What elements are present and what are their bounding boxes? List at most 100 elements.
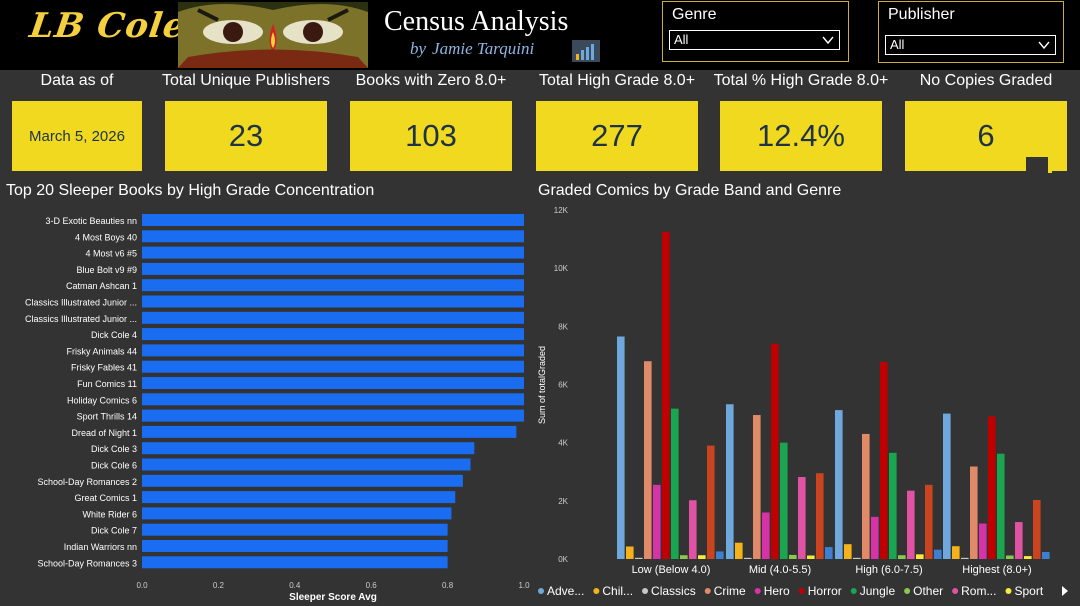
bar — [142, 523, 448, 536]
publisher-filter-label: Publisher — [888, 6, 955, 23]
legend-marker — [538, 588, 544, 594]
column — [1024, 556, 1032, 559]
bar — [142, 540, 448, 552]
x-tick-label: 0.6 — [366, 581, 378, 590]
bar — [142, 214, 524, 226]
genre-filter-label: Genre — [672, 6, 717, 23]
bar-category-label: Indian Warriors nn — [64, 542, 137, 552]
sleeper-chart-title: Top 20 Sleeper Books by High Grade Conce… — [6, 182, 375, 199]
kpi-value-unique-publishers: 23 — [228, 118, 264, 153]
bar — [142, 507, 452, 520]
bar-category-label: 3-D Exotic Beauties nn — [45, 216, 137, 226]
y-tick-label: 8K — [558, 322, 568, 331]
column — [671, 408, 679, 559]
kpi-title-no-copies-graded: No Copies Graded — [919, 72, 1053, 89]
legend-marker — [798, 588, 805, 594]
report-byline: by Jamie Tarquini — [410, 39, 534, 59]
column — [970, 466, 978, 559]
legend-marker — [850, 588, 857, 594]
bar-category-label: Dread of Night 1 — [71, 428, 137, 438]
column — [1006, 555, 1014, 559]
kpi-value-zero-high-grade: 103 — [405, 118, 457, 153]
column — [1042, 552, 1050, 559]
legend-label: Other — [913, 584, 943, 598]
bar-category-label: Dick Cole 4 — [91, 330, 137, 340]
bar — [142, 491, 456, 504]
column — [653, 484, 661, 559]
bar-category-label: School-Day Romances 2 — [37, 477, 137, 487]
column — [626, 546, 634, 559]
bar — [142, 246, 524, 259]
column — [635, 557, 643, 559]
column — [916, 554, 924, 559]
y-axis-title: Sum of totalGraded — [537, 346, 547, 424]
column — [698, 555, 706, 559]
lb-cole-logo: LB Cole — [27, 6, 189, 46]
comic-face-artwork — [178, 2, 368, 68]
header-bar: LB Cole Census Analysis by Jamie Tarquini… — [0, 0, 1080, 70]
column — [853, 557, 861, 559]
bar — [142, 458, 471, 471]
genre-filter: Genre All — [662, 1, 849, 62]
column — [907, 490, 915, 559]
column — [716, 551, 724, 559]
x-tick-label: 0.8 — [442, 581, 454, 590]
bar — [142, 393, 524, 406]
column — [744, 557, 752, 559]
bar — [142, 295, 524, 308]
bar-category-label: Blue Bolt v9 #9 — [76, 265, 137, 275]
column — [961, 557, 969, 559]
bar-category-label: Great Comics 1 — [74, 493, 137, 503]
legend-label: Sport — [1014, 584, 1043, 598]
y-tick-label: 2K — [558, 497, 568, 506]
legend-marker — [754, 588, 761, 594]
legend-marker — [593, 588, 600, 594]
kpi-card-data-as-of: March 5, 2026 — [12, 101, 142, 171]
legend-label: Horror — [808, 584, 842, 598]
bar-category-label: Catman Ashcan 1 — [66, 281, 137, 291]
publisher-dropdown[interactable]: All — [885, 35, 1056, 55]
legend-label: Jungle — [860, 584, 896, 598]
bar-category-label: School-Day Romances 3 — [37, 558, 137, 568]
kpi-value-total-high-grade: 277 — [591, 118, 643, 153]
x-tick-label: 0.4 — [289, 581, 301, 590]
legend-label: Crime — [714, 584, 746, 598]
column — [835, 410, 843, 559]
bar — [142, 344, 524, 357]
column — [997, 453, 1005, 559]
bar — [142, 425, 517, 438]
bar — [142, 377, 524, 389]
kpi-card-percent-high-grade: 12.4% — [720, 101, 882, 171]
x-category-label: Low (Below 4.0) — [632, 564, 711, 576]
kpi-value-no-copies-graded: 6 — [977, 118, 995, 153]
byline-author: Jamie Tarquini — [432, 39, 535, 58]
bar — [142, 442, 475, 455]
column — [771, 343, 779, 559]
legend-label: Adve... — [547, 584, 584, 598]
kpi-title-percent-high-grade: Total % High Grade 8.0+ — [713, 72, 889, 89]
bar-chart-icon — [572, 40, 600, 62]
kpi-title-total-high-grade: Total High Grade 8.0+ — [538, 72, 696, 89]
column — [807, 555, 815, 559]
column — [880, 362, 888, 559]
bar-category-label: Frisky Fables 41 — [71, 363, 137, 373]
genre-dropdown[interactable]: All — [669, 30, 840, 50]
bar — [142, 360, 524, 373]
y-tick-label: 6K — [558, 381, 568, 390]
column — [862, 433, 870, 559]
bar — [142, 279, 524, 292]
x-axis-title: Sleeper Score Avg — [289, 592, 377, 603]
column — [952, 546, 960, 559]
x-category-label: Highest (8.0+) — [962, 564, 1031, 576]
column — [662, 231, 670, 559]
bar-category-label: White Rider 6 — [82, 509, 137, 519]
bar-category-label: Classics Illustrated Junior ... — [25, 298, 137, 308]
legend-label: Rom... — [961, 584, 996, 598]
column — [844, 544, 852, 559]
column — [644, 361, 652, 559]
kpi-value-percent-high-grade: 12.4% — [757, 118, 845, 153]
bar — [142, 409, 524, 422]
bar-category-label: 4 Most v6 #5 — [85, 249, 137, 259]
column — [753, 415, 761, 559]
bar — [142, 230, 524, 243]
